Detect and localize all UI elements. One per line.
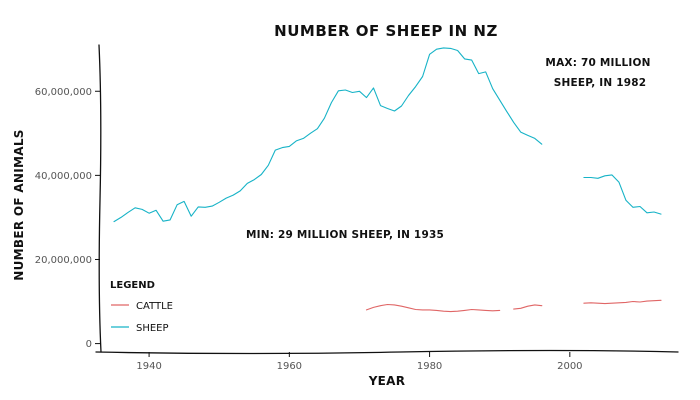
series-line-cattle-segment-2 bbox=[583, 299, 662, 305]
max-annotation-line1: MAX: 70 MILLION bbox=[545, 57, 650, 69]
x-ticks: 1940 1960 1980 2000 bbox=[136, 352, 583, 372]
axes bbox=[95, 44, 679, 355]
series-group bbox=[113, 47, 662, 313]
legend: LEGEND CATTLE SHEEP bbox=[110, 280, 173, 334]
y-tick-label: 20,000,000 bbox=[35, 255, 92, 266]
x-tick-label: 2000 bbox=[557, 361, 582, 372]
x-tick-label: 1940 bbox=[136, 361, 161, 372]
series-line-sheep-segment-0 bbox=[113, 47, 543, 223]
y-ticks: 0 20,000,000 40,000,000 60,000,000 bbox=[35, 87, 100, 350]
x-tick-label: 1980 bbox=[417, 361, 442, 372]
max-annotation-line2: SHEEP, IN 1982 bbox=[554, 77, 646, 89]
legend-title: LEGEND bbox=[110, 280, 155, 291]
chart-title: NUMBER OF SHEEP IN NZ bbox=[274, 22, 498, 40]
y-axis-line bbox=[98, 44, 102, 353]
x-axis-line bbox=[95, 349, 679, 355]
y-axis-label: NUMBER OF ANIMALS bbox=[12, 129, 26, 280]
legend-label-cattle: CATTLE bbox=[136, 301, 173, 312]
min-annotation: MIN: 29 MILLION SHEEP, IN 1935 bbox=[246, 229, 444, 241]
series-line-cattle-segment-1 bbox=[513, 304, 543, 310]
x-axis-label: YEAR bbox=[368, 374, 406, 388]
legend-label-sheep: SHEEP bbox=[136, 323, 169, 334]
series-line-sheep-segment-1 bbox=[583, 174, 662, 215]
y-tick-label: 40,000,000 bbox=[35, 171, 92, 182]
y-tick-label: 60,000,000 bbox=[35, 87, 92, 98]
y-tick-label: 0 bbox=[86, 339, 92, 350]
x-tick-label: 1960 bbox=[277, 361, 302, 372]
series-line-cattle-segment-0 bbox=[365, 303, 501, 313]
